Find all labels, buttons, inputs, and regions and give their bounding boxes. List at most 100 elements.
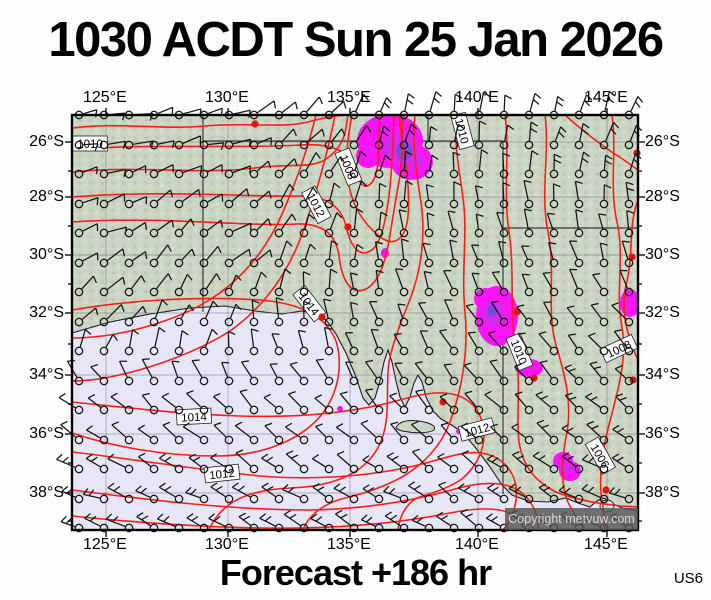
wind-barb: [523, 208, 534, 238]
lat-label-right: 38°S: [645, 484, 680, 501]
station-dot: [513, 308, 521, 316]
wind-barb: [99, 276, 126, 297]
wind-barb: [110, 392, 134, 415]
wind-barb: [613, 329, 634, 356]
wind-barb: [199, 219, 224, 238]
wind-barb: [137, 424, 159, 445]
isobar-line: [302, 115, 467, 530]
lon-label-top: 145°E: [584, 89, 628, 106]
wind-barb: [484, 390, 509, 415]
wind-barb: [548, 241, 559, 268]
wind-barb: [281, 484, 309, 504]
lon-label-bottom: 140°E: [455, 536, 499, 553]
wind-barb: [86, 425, 109, 445]
wind-barb: [324, 128, 346, 150]
wind-barb: [543, 301, 559, 327]
wind-barb: [74, 252, 99, 268]
lat-label-left: 30°S: [29, 246, 64, 263]
lat-label-left: 36°S: [29, 425, 64, 442]
wind-barb: [514, 391, 534, 415]
wind-barb: [119, 360, 134, 386]
wind-barb: [269, 363, 284, 386]
wind-barb: [299, 243, 317, 268]
station-dot: [344, 223, 352, 231]
axis-ticks: [65, 108, 645, 537]
wind-barb: [111, 421, 134, 445]
wind-barb: [324, 156, 346, 179]
wind-barb: [339, 391, 359, 415]
wind-barb: [324, 212, 343, 238]
wind-barb: [487, 483, 509, 504]
wind-barb: [74, 166, 98, 179]
wind-barb: [424, 184, 434, 209]
wind-barb: [274, 268, 292, 297]
wind-barb: [349, 125, 372, 150]
wind-barb: [141, 392, 159, 415]
wind-barb: [411, 514, 434, 533]
wind-barb: [90, 363, 109, 386]
wind-barb: [263, 393, 284, 415]
wind-barb: [524, 121, 538, 150]
wind-barb: [84, 513, 109, 533]
wind-barb: [310, 513, 334, 533]
wind-barb: [399, 238, 409, 268]
wind-barb: [390, 421, 409, 445]
wind-barb: [619, 269, 634, 297]
wind-barb: [414, 361, 434, 386]
wind-barb: [299, 187, 318, 209]
wind-barb: [486, 454, 509, 474]
wind-barb: [574, 122, 590, 150]
wind-barb: [374, 211, 388, 238]
wind-barb: [315, 358, 334, 386]
wind-barb: [383, 485, 409, 504]
wind-barb: [345, 361, 359, 386]
wind-barb: [587, 332, 609, 356]
wind-barb: [549, 183, 561, 209]
wind-barb: [99, 334, 118, 356]
station-dot: [318, 313, 326, 321]
wind-barb: [249, 299, 260, 327]
wind-barb: [443, 270, 459, 297]
wind-barb: [74, 197, 99, 209]
wind-barb: [374, 154, 392, 179]
lat-label-right: 32°S: [645, 304, 680, 321]
wind-barb: [191, 359, 209, 386]
lat-label-right: 34°S: [645, 366, 680, 383]
wind-barb: [370, 328, 384, 356]
wind-barb: [259, 513, 284, 533]
isobar-label: 1014: [175, 407, 213, 426]
wind-barb: [107, 482, 134, 504]
isobar-line: [72, 297, 341, 457]
wind-barb: [271, 333, 284, 356]
wind-barb: [224, 274, 242, 297]
wind-barb: [590, 302, 609, 327]
wind-barb: [149, 219, 175, 238]
wind-barb: [299, 271, 311, 297]
wind-barb: [105, 513, 134, 533]
wind-barb: [344, 332, 359, 356]
wind-barb: [374, 125, 390, 150]
wind-barb: [464, 390, 484, 415]
wind-barb: [221, 361, 234, 386]
wind-barb: [349, 207, 364, 238]
lat-label-right: 30°S: [645, 246, 680, 263]
wind-barb: [608, 487, 634, 504]
wind-barb: [149, 326, 166, 356]
wind-barb: [74, 140, 99, 152]
wind-barb: [186, 390, 209, 415]
wind-barb: [124, 251, 148, 268]
wind-barb: [517, 332, 534, 356]
wind-barb: [261, 482, 284, 504]
wind-barb: [199, 245, 222, 268]
wind-barb: [274, 158, 298, 179]
wind-barb: [521, 273, 534, 297]
wind-barb: [124, 221, 148, 238]
wind-barb: [424, 154, 439, 179]
wind-barb: [224, 330, 236, 356]
wind-barb: [437, 452, 459, 474]
wind-barb: [360, 420, 384, 445]
wind-barb: [471, 244, 484, 268]
lon-label-top: 135°E: [327, 89, 371, 106]
wind-barb: [141, 358, 159, 386]
lat-label-left: 28°S: [29, 188, 64, 205]
